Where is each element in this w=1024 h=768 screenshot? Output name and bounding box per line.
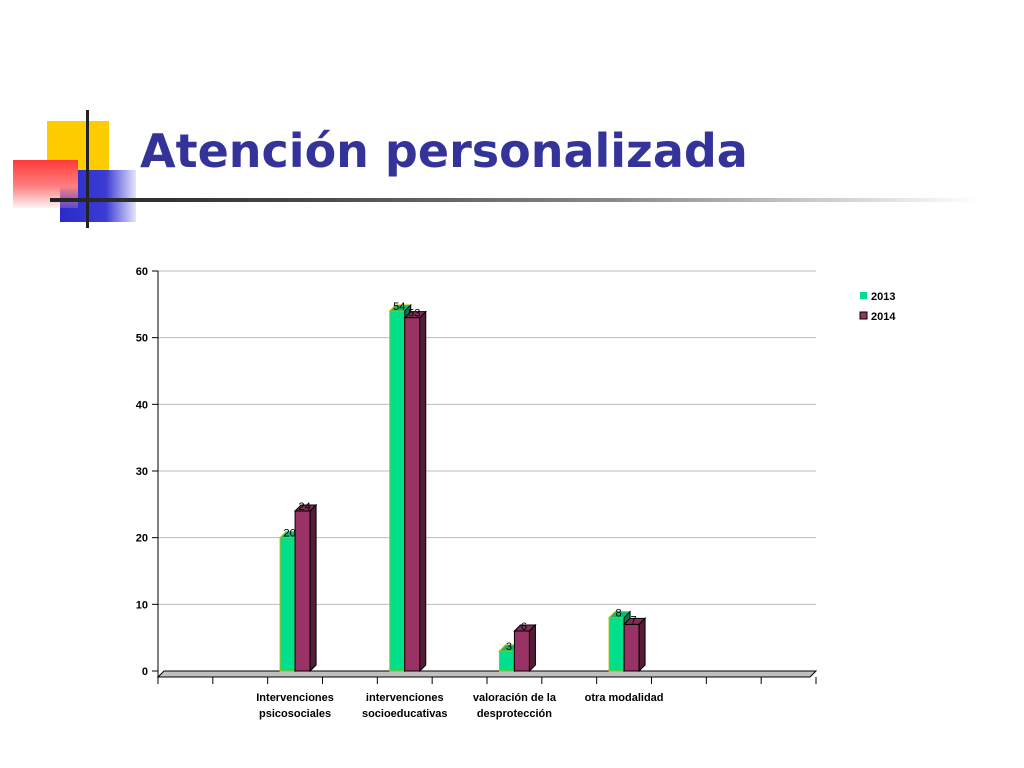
y-tick-label: 30 <box>136 466 148 478</box>
bar-side-2014-0 <box>309 503 317 673</box>
data-label: 24 <box>298 501 310 513</box>
decor-vertical-line <box>86 110 89 228</box>
data-label: 53 <box>408 308 420 320</box>
bar-2013-2 <box>498 650 515 672</box>
data-label: 8 <box>616 608 622 620</box>
bar-2014-3 <box>623 623 640 672</box>
y-tick-label: 0 <box>142 666 148 678</box>
data-label: 3 <box>506 641 512 653</box>
legend-swatch-2013 <box>860 292 867 299</box>
bar-side-2014-3 <box>638 617 646 673</box>
legend-swatch-2014 <box>859 311 868 320</box>
bar-2014-2 <box>513 630 530 672</box>
bar-2013-1 <box>389 310 406 672</box>
x-category-label: Intervenciones psicosociales <box>256 692 334 720</box>
y-tick-label: 40 <box>136 399 148 411</box>
bar-2013-3 <box>608 617 625 672</box>
legend-label-2013: 2013 <box>871 291 895 303</box>
bar-side-2014-1 <box>419 310 427 673</box>
x-category-label: otra modalidad <box>585 692 664 704</box>
legend-label-2014: 2014 <box>871 311 896 323</box>
bar-side-2014-2 <box>528 623 536 673</box>
x-category-label: valoración de la desprotección <box>473 692 557 720</box>
data-label: 7 <box>631 614 637 626</box>
chart-legend: 2013 2014 <box>859 291 896 323</box>
chart-gridlines <box>158 270 816 605</box>
y-tick-label: 60 <box>136 266 148 278</box>
bar-2013-0 <box>279 537 296 672</box>
data-label: 20 <box>283 528 295 540</box>
chart-bars <box>278 303 647 673</box>
data-label: 6 <box>521 621 527 633</box>
decor-horizontal-line <box>50 198 980 202</box>
y-tick-label: 20 <box>136 533 148 545</box>
bar-2014-1 <box>404 317 421 672</box>
bar-2014-0 <box>294 510 311 672</box>
chart-axes: 0 10 20 30 40 50 60 <box>136 266 818 684</box>
slide-title: Atención personalizada <box>140 124 748 178</box>
y-tick-label: 50 <box>136 333 148 345</box>
y-tick-label: 10 <box>136 599 148 611</box>
chart-floor <box>156 670 818 678</box>
x-category-label: intervenciones socioeducativas <box>362 692 448 720</box>
data-label: 54 <box>393 301 405 313</box>
